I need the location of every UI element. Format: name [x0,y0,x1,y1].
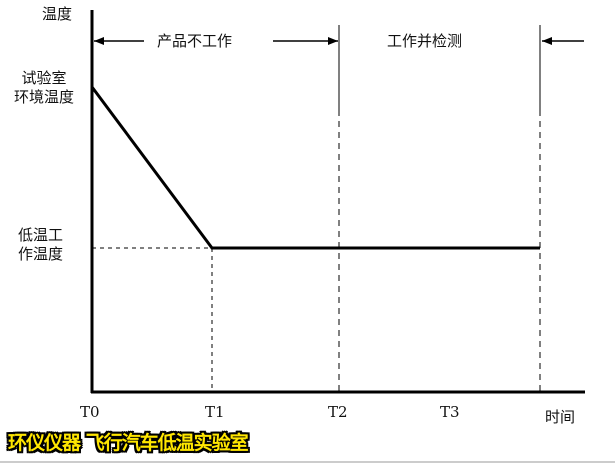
tick-t1: T1 [205,403,225,421]
low-temp-line1: 低温工 [18,226,64,244]
bottom-divider [0,461,615,463]
x-axis-label: 时间 [545,408,576,426]
ambient-temp-line2: 环境温度 [13,88,74,106]
phase-not-working-label: 产品不工作 [157,32,233,50]
phase-working-label: 工作并检测 [387,32,463,50]
tick-t3: T3 [440,403,460,421]
ambient-temp-line1: 试验室 [21,69,67,87]
low-temp-line2: 作温度 [18,245,64,263]
temperature-curve [90,86,540,250]
tick-t0: T0 [80,403,100,421]
tick-t2: T2 [328,403,348,421]
y-axis-label: 温度 [42,5,73,23]
low-temp-label: 低温工 作温度 [18,226,63,264]
ambient-temp-label: 试验室 环境温度 [13,69,75,107]
watermark-banner: 环仪仪器 飞行汽车低温实验室 [8,432,249,454]
